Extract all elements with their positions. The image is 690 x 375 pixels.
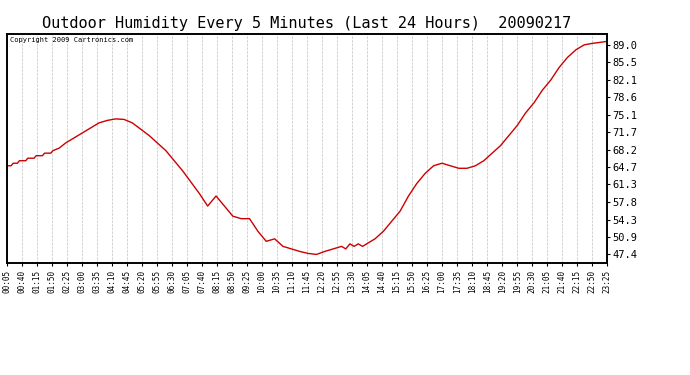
Title: Outdoor Humidity Every 5 Minutes (Last 24 Hours)  20090217: Outdoor Humidity Every 5 Minutes (Last 2… xyxy=(42,16,572,31)
Text: Copyright 2009 Cartronics.com: Copyright 2009 Cartronics.com xyxy=(10,37,133,43)
